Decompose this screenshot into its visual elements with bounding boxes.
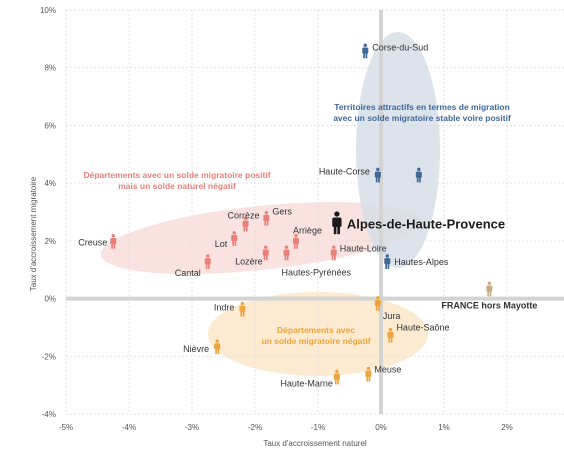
x-tick-label: 0% — [375, 423, 387, 432]
person-marker — [387, 327, 394, 343]
person-marker — [374, 167, 381, 183]
zone-annotation: mais un solde naturel négatif — [118, 181, 236, 191]
person-marker — [239, 301, 246, 317]
person-marker — [486, 281, 493, 297]
zone-annotation: avec un solde migratoire stable voire po… — [333, 113, 511, 123]
point-label: Haute-Loire — [340, 243, 387, 253]
x-tick-label: -1% — [311, 423, 325, 432]
point-label: Cantal — [175, 268, 201, 278]
person-marker — [384, 254, 391, 269]
zone-annotation: un solde migratoire négatif — [261, 336, 370, 346]
point-label: Nièvre — [183, 344, 209, 354]
point-label: Corse-du-Sud — [372, 42, 428, 52]
person-marker — [330, 245, 337, 261]
axes: -5%-4%-3%-2%-1%0%1%2%3%-4%-2%0%2%4%6%8%1… — [40, 6, 564, 432]
x-tick-label: -5% — [59, 423, 73, 432]
x-tick-label: -3% — [185, 423, 199, 432]
x-tick-label: 1% — [438, 423, 450, 432]
y-tick-label: 10% — [40, 6, 56, 15]
point-label: Indre — [214, 303, 235, 313]
person-marker — [333, 369, 340, 385]
person-marker — [332, 211, 342, 235]
x-axis-title: Taux d'accroissement naturel — [263, 439, 367, 448]
point-label: Haute-Corse — [319, 166, 370, 176]
point-label: Corrèze — [228, 210, 260, 220]
person-marker — [231, 231, 238, 246]
y-tick-label: -4% — [42, 410, 56, 419]
person-marker — [110, 234, 117, 249]
y-tick-label: 4% — [44, 179, 56, 188]
y-tick-label: 2% — [44, 237, 56, 246]
point-label: Hautes-Pyrénées — [282, 267, 352, 277]
y-tick-label: 6% — [44, 121, 56, 130]
person-marker — [214, 339, 221, 355]
point-label: Lot — [215, 239, 228, 249]
person-marker — [415, 167, 422, 183]
data-points — [110, 43, 493, 385]
x-tick-label: -4% — [122, 423, 136, 432]
highlight-point-label: Alpes-de-Haute-Provence — [347, 216, 505, 231]
y-tick-label: 0% — [44, 295, 56, 304]
point-label: Meuse — [374, 364, 401, 374]
zone-annotation: Départements avec un solde migratoire po… — [83, 170, 270, 180]
person-marker — [242, 216, 249, 232]
x-tick-label: -2% — [248, 423, 262, 432]
person-marker — [365, 366, 372, 382]
person-marker — [204, 254, 211, 269]
point-label: Arriège — [293, 226, 322, 236]
point-labels: Corse-du-Sud Haute-Corse Hautes-Alpes Alpes… — [78, 42, 537, 388]
zone-annotation: Territoires attractifs en termes de migr… — [334, 102, 510, 112]
person-marker — [374, 296, 381, 311]
person-marker — [292, 234, 299, 249]
x-tick-label: 2% — [501, 423, 513, 432]
y-tick-label: 8% — [44, 64, 56, 73]
point-label: FRANCE hors Mayotte — [441, 300, 537, 310]
point-label: Haute-Marne — [280, 378, 333, 388]
zone-labels: Départements avec un solde migratoire po… — [83, 102, 511, 346]
highlight-zones — [100, 32, 440, 376]
point-label: Gers — [272, 207, 292, 217]
point-label: Jura — [383, 311, 401, 321]
person-marker — [362, 43, 369, 59]
point-label: Hautes-Alpes — [394, 257, 449, 267]
point-label: Lozère — [235, 256, 263, 266]
person-marker — [262, 245, 269, 261]
y-tick-label: -2% — [42, 352, 56, 361]
point-label: Creuse — [78, 238, 107, 248]
zone-annotation: Départements avec — [277, 325, 355, 335]
person-marker — [283, 245, 290, 261]
person-marker — [263, 210, 270, 226]
y-axis-title: Taux d'accroissement migratoire — [29, 176, 38, 291]
point-label: Haute-Saône — [396, 323, 449, 333]
zone-blue — [356, 32, 440, 268]
